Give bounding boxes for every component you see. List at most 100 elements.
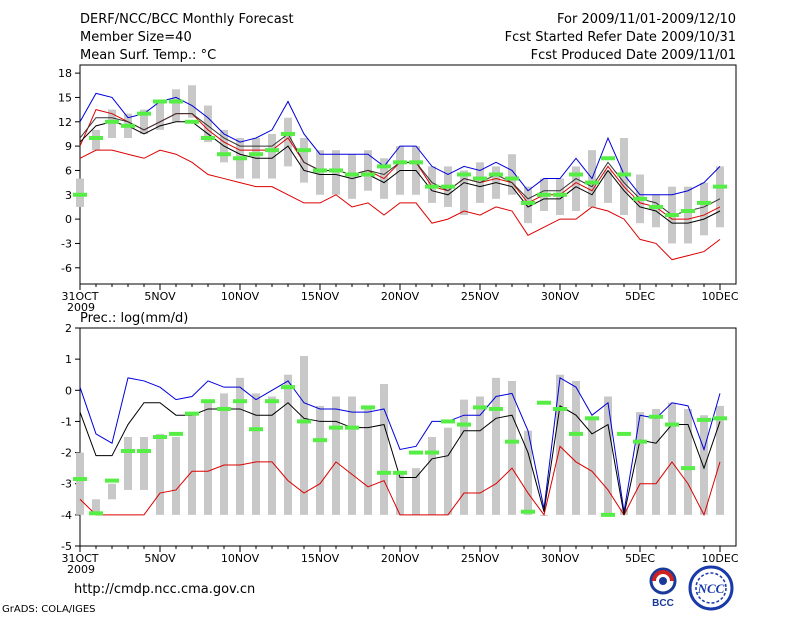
prec-forecast-marker <box>377 470 391 475</box>
temp-forecast-marker <box>377 164 391 169</box>
prec-forecast-marker <box>633 439 647 444</box>
prec-spread-box <box>636 412 644 515</box>
temp-spread-box <box>108 109 116 138</box>
prec-xtick-label: 5DEC <box>625 552 655 565</box>
temp-spread-box <box>348 154 356 199</box>
temp-forecast-marker <box>185 119 199 124</box>
prec-forecast-marker <box>169 431 183 436</box>
prec-forecast-marker <box>105 478 119 483</box>
prec-forecast-marker <box>297 419 311 424</box>
temp-xtick-label: 15NOV <box>301 290 340 303</box>
temp-forecast-marker <box>441 184 455 189</box>
temp-spread-box <box>716 166 724 228</box>
prec-spread-box <box>140 437 148 490</box>
temp-spread-box <box>76 178 84 207</box>
temp-spread-box <box>572 166 580 211</box>
temp-xtick-label: 20NOV <box>381 290 420 303</box>
prec-spread-box <box>396 474 404 515</box>
temp-forecast-marker <box>73 192 87 197</box>
bcc-logo-text: BCC <box>652 598 674 609</box>
prec-spread-box <box>188 412 196 515</box>
temp-forecast-marker <box>617 172 631 177</box>
prec-spread-box <box>204 399 212 515</box>
prec-forecast-marker <box>521 509 535 514</box>
prec-forecast-marker <box>329 425 343 430</box>
temp-forecast-marker <box>233 156 247 161</box>
prec-ytick-label: 0 <box>65 384 72 397</box>
temp-forecast-marker <box>505 176 519 181</box>
temp-forecast-marker <box>633 196 647 201</box>
temp-forecast-marker <box>537 192 551 197</box>
prec-spread-box <box>220 393 228 515</box>
temp-spread-box <box>316 150 324 195</box>
temp-forecast-marker <box>89 136 103 140</box>
prec-spread-box <box>156 433 164 515</box>
temp-spread-box <box>284 117 292 167</box>
prec-xtick-label: 30NOV <box>541 552 580 565</box>
prec-spread-box <box>508 380 516 515</box>
prec-spread-box <box>476 396 484 515</box>
prec-spread-box <box>300 356 308 515</box>
chart-title: DERF/NCC/BCC Monthly Forecast <box>80 12 294 27</box>
prec-spread-box <box>428 437 436 515</box>
prec-forecast-marker <box>489 406 503 411</box>
prec-forecast-marker <box>409 450 423 455</box>
prec-spread-box <box>716 405 724 515</box>
temp-spread-box <box>172 89 180 122</box>
prec-forecast-marker <box>73 477 87 482</box>
temp-forecast-marker <box>665 213 679 218</box>
prec-spread-box <box>444 427 452 515</box>
temp-forecast-marker <box>329 168 343 173</box>
prec-spread-box <box>380 384 388 515</box>
temp-ytick-label: -3 <box>61 237 72 250</box>
temp-spread-box <box>204 105 212 143</box>
source-url[interactable]: http://cmdp.ncc.cma.gov.cn <box>74 582 256 597</box>
prec-spread-box <box>316 405 324 515</box>
temp-forecast-marker <box>713 184 727 189</box>
prec-xtick-label: 31OCT <box>61 552 98 565</box>
prec-spread-box <box>460 399 468 515</box>
temp-spread-box <box>332 150 340 195</box>
prec-spread-box <box>124 437 132 490</box>
prec-forecast-marker <box>601 512 615 517</box>
prec-spread-box <box>108 483 116 500</box>
prec-spread-box <box>604 396 612 515</box>
prec-spread-box <box>700 415 708 515</box>
temp-forecast-marker <box>521 200 535 205</box>
prec-xtick-label: 10DEC <box>701 552 738 565</box>
prec-spread-box <box>556 374 564 515</box>
temp-upper-line <box>79 92 721 196</box>
prec-forecast-marker <box>393 470 407 475</box>
temp-ytick-label: 3 <box>65 189 72 202</box>
prec-spread-box <box>348 396 356 515</box>
temp-forecast-marker <box>281 131 295 136</box>
prec-ytick-label: 1 <box>65 353 72 366</box>
prec-xtick-label: 25NOV <box>461 552 500 565</box>
prec-forecast-marker <box>537 400 551 405</box>
temp-spread-box <box>700 182 708 236</box>
prec-forecast-marker <box>249 427 263 432</box>
prec-forecast-marker <box>185 411 199 416</box>
temp-xtick-label: 5DEC <box>625 290 655 303</box>
prec-forecast-marker <box>345 425 359 430</box>
temp-spread-box <box>92 129 100 151</box>
temp-spread-box <box>188 85 196 118</box>
temp-forecast-marker <box>553 192 567 197</box>
prec-forecast-marker <box>425 450 439 455</box>
prec-spread-box <box>412 468 420 515</box>
temp-forecast-marker <box>169 99 183 104</box>
prec-forecast-marker <box>89 511 103 516</box>
prec-forecast-marker <box>585 416 599 421</box>
temp-ytick-label: 18 <box>58 67 72 80</box>
prec-spread-box <box>76 452 84 515</box>
temp-forecast-marker <box>649 204 663 209</box>
temp-forecast-marker <box>457 172 471 177</box>
prec-spread-box <box>92 499 100 515</box>
temp-spread-box <box>604 170 612 203</box>
prec-forecast-marker <box>281 385 295 390</box>
temp-xtick-label: 25NOV <box>461 290 500 303</box>
temp-forecast-marker <box>681 209 695 213</box>
prec-forecast-marker <box>713 416 727 421</box>
